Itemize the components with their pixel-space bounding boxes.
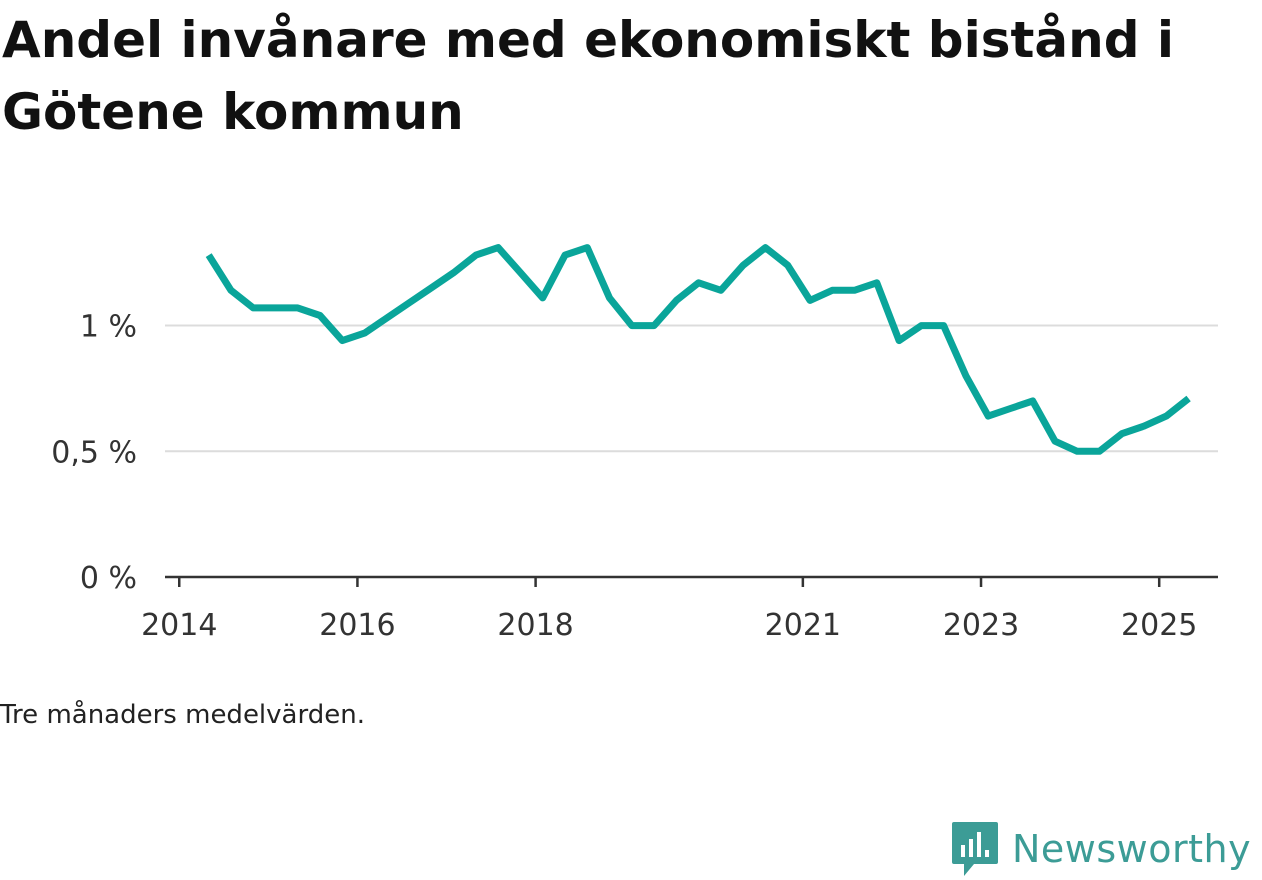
y-axis-tick-labels: 0 % 0,5 % 1 % — [51, 310, 137, 596]
newsworthy-logo-icon — [950, 820, 1000, 878]
x-tick-label-4: 2023 — [943, 608, 1019, 643]
gridlines — [165, 326, 1218, 452]
x-tick-label-1: 2016 — [319, 608, 395, 643]
x-axis-tick-labels: 2014 2016 2018 2021 2023 2025 — [141, 608, 1197, 643]
series-line — [209, 248, 1189, 452]
chart-note: Tre månaders medelvärden. — [0, 700, 365, 730]
y-tick-label-2: 1 % — [80, 310, 137, 345]
x-tick-label-2: 2018 — [497, 608, 573, 643]
y-tick-label-1: 0,5 % — [51, 435, 137, 470]
x-tick-label-5: 2025 — [1121, 608, 1197, 643]
x-tick-label-3: 2021 — [765, 608, 841, 643]
line-chart: 0 % 0,5 % 1 % 2014 2016 2018 2021 2023 2025 — [0, 0, 1262, 700]
y-tick-label-0: 0 % — [80, 561, 137, 596]
brand-logo[interactable]: Newsworthy — [950, 818, 1251, 880]
brand-name: Newsworthy — [1012, 827, 1251, 871]
x-axis-ticks — [179, 577, 1159, 587]
x-tick-label-0: 2014 — [141, 608, 217, 643]
